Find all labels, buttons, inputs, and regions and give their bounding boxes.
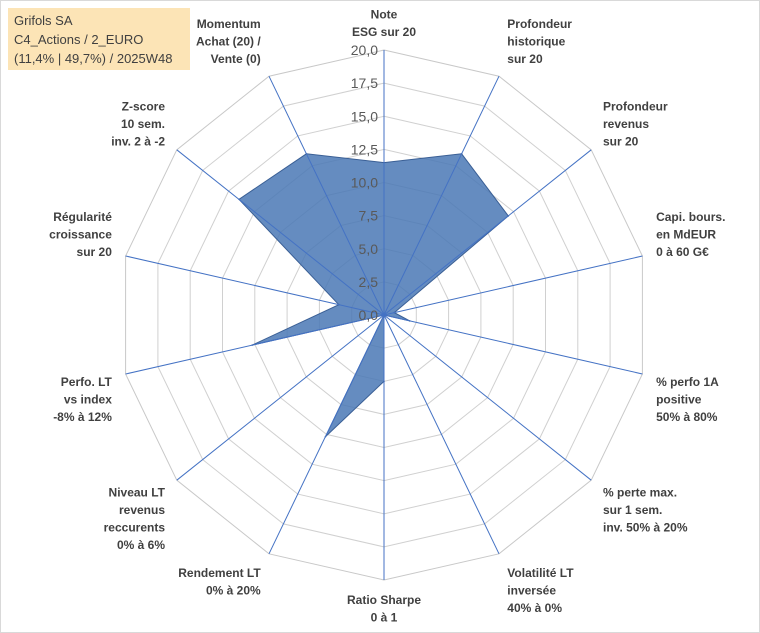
axis-label-0: Note ESG sur 20 (352, 8, 416, 40)
tick-label-8: 20,0 (351, 42, 378, 58)
axis-label-10: Perfo. LT vs index -8% à 12% (53, 375, 112, 424)
axis-label-4: % perfo 1A positive 50% à 80% (656, 375, 719, 424)
axis-label-12: Z-score 10 sem. inv. 2 à -2 (111, 100, 165, 149)
spoke-2 (383, 149, 592, 316)
tick-label-3: 7,5 (359, 208, 379, 224)
spoke-layer (125, 50, 643, 580)
axis-label-1: Profondeur historique sur 20 (507, 17, 572, 66)
spoke-9 (176, 314, 385, 481)
axis-label-3: Capi. bours. en MdEUR 0 à 60 G€ (656, 210, 725, 259)
spoke-13 (268, 75, 385, 316)
axis-label-2: Profondeur revenus sur 20 (603, 100, 668, 149)
spoke-6 (383, 314, 500, 555)
tick-label-1: 2,5 (359, 274, 379, 290)
spoke-8 (268, 314, 385, 555)
spoke-11 (125, 255, 385, 316)
spoke-4 (383, 314, 643, 375)
title-line-company: Grifols SA (14, 13, 73, 28)
series-area (238, 153, 509, 438)
tick-label-2: 5,0 (359, 241, 379, 257)
axis-label-6: Volatilité LT inversée 40% à 0% (507, 566, 574, 615)
axis-label-9: Niveau LT revenus reccurents 0% à 6% (104, 486, 166, 553)
tick-labels: 0,0 2,5 5,0 7,5 10,0 12,5 15,0 17,5 20,0 (351, 42, 378, 323)
tick-label-7: 17,5 (351, 75, 378, 91)
axis-label-5: % perte max. sur 1 sem. inv. 50% à 20% (603, 486, 688, 535)
title-line-category: C4_Actions / 2_EURO (14, 32, 144, 47)
tick-label-5: 12,5 (351, 141, 378, 157)
spoke-5 (383, 314, 592, 481)
title-box: Grifols SA C4_Actions / 2_EURO (11,4% | … (8, 8, 190, 70)
axis-label-11: Régularité croissance sur 20 (49, 210, 112, 259)
spoke-10 (125, 314, 385, 375)
axis-label-8: Rendement LT 0% à 20% (178, 566, 261, 598)
tick-label-0: 0,0 (359, 307, 379, 323)
axis-label-13: Momentum Achat (20) / Vente (0) (196, 17, 261, 66)
spoke-12 (176, 149, 385, 316)
title-line-stats: (11,4% | 49,7%) / 2025W48 (14, 51, 173, 66)
spoke-3 (383, 255, 643, 316)
axis-label-7: Ratio Sharpe 0 à 1 (347, 593, 421, 625)
tick-label-6: 15,0 (351, 108, 378, 124)
spoke-1 (383, 75, 500, 316)
axis-labels: Note ESG sur 20 Profondeur historique sur 20… (49, 8, 725, 625)
tick-label-4: 10,0 (351, 175, 378, 191)
